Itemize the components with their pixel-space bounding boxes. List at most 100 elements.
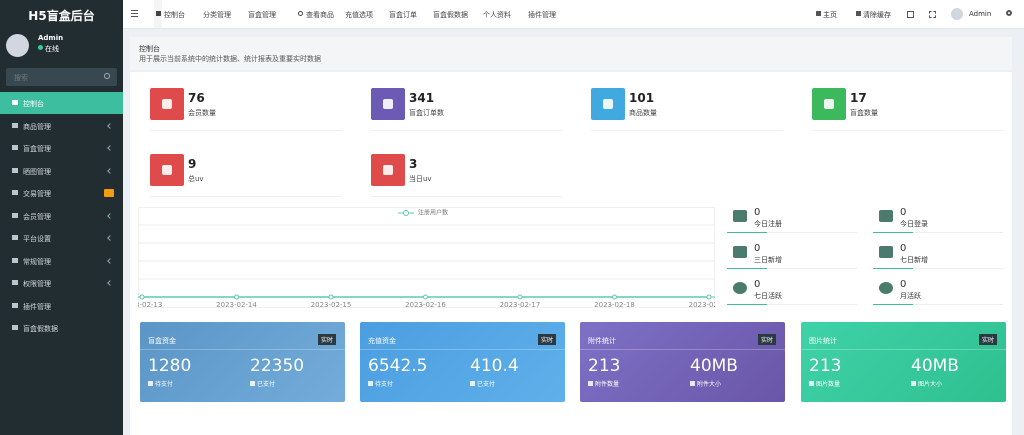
tab-label: 盲盒假数据 xyxy=(433,11,468,19)
card-title: 充值资金 xyxy=(368,337,396,345)
nav-tab[interactable]: 盲盒订单 xyxy=(385,0,417,28)
mini-value: 0 xyxy=(754,207,761,218)
menu-icon xyxy=(12,212,18,218)
nav-tab[interactable]: 个人资料 xyxy=(479,0,511,28)
mini-icon xyxy=(733,210,747,222)
menu-item[interactable]: 常规管理 xyxy=(0,250,123,272)
stat-value: 9 xyxy=(188,157,197,171)
home-link[interactable]: 主页 xyxy=(823,11,837,19)
menu-item[interactable]: 交易管理 xyxy=(0,182,123,204)
menu-item[interactable]: 盲盒假数据 xyxy=(0,317,123,339)
search-box[interactable]: 搜索 xyxy=(6,68,117,86)
mini-value: 0 xyxy=(754,243,761,254)
user-avatar[interactable] xyxy=(951,8,963,20)
nav-tab[interactable]: 盲盒假数据 xyxy=(429,0,468,28)
stat-label: 当日uv xyxy=(409,175,432,183)
tab-label: 个人资料 xyxy=(483,11,511,19)
stat-value: 76 xyxy=(188,91,205,105)
search-icon[interactable] xyxy=(104,73,110,79)
line-chart: 注册用户数 2023-02-13 2023-02-14 2023-02-15 2023-… xyxy=(138,207,715,309)
menu-item[interactable]: 控制台 xyxy=(0,92,123,114)
menu-icon xyxy=(12,325,18,330)
card-divider xyxy=(801,349,1006,350)
card-item-icon xyxy=(588,381,593,386)
menu-label: 盲盒管理 xyxy=(23,145,51,153)
translate-icon[interactable] xyxy=(907,11,914,18)
data-point xyxy=(706,294,712,300)
nav-tab[interactable]: 充值选项 xyxy=(341,0,373,28)
fullscreen-icon[interactable] xyxy=(929,11,936,18)
stat-icon-glyph xyxy=(383,165,393,175)
menu-item[interactable]: 商品管理 xyxy=(0,115,123,137)
menu-label: 商品管理 xyxy=(23,122,51,131)
card-item-label: 已支付 xyxy=(257,381,276,388)
card-item-label: 附件大小 xyxy=(697,381,722,388)
data-point xyxy=(612,294,617,300)
menu-item[interactable]: 盲盒管理 xyxy=(0,137,123,159)
header-description: 用于展示当前系统中的统计数据、统计报表及重要实时数据 xyxy=(139,55,321,63)
mini-accent xyxy=(727,232,767,233)
menu-item[interactable]: 平台设置 xyxy=(0,227,123,249)
card-item-label: 已支付 xyxy=(477,381,496,388)
stat-value: 341 xyxy=(409,91,435,105)
mini-accent xyxy=(873,304,913,305)
user-menu[interactable]: Admin xyxy=(969,10,992,18)
stat-value: 17 xyxy=(850,91,867,105)
mini-icon xyxy=(733,246,747,258)
nav-tab[interactable]: 盲盒管理 xyxy=(244,0,276,28)
menu-icon xyxy=(12,235,18,240)
menu-chevron xyxy=(107,235,113,241)
x-tick-label: 2023-02-15 xyxy=(311,301,352,309)
mini-label: 今日注册 xyxy=(754,220,782,228)
header-title: 控制台 xyxy=(139,45,160,53)
card-value: 1280 xyxy=(148,356,192,376)
menu-icon xyxy=(12,257,18,263)
x-tick-label: 2023-02-16 xyxy=(405,301,446,309)
user-name: Admin xyxy=(38,34,64,42)
mini-underline xyxy=(873,304,1003,305)
menu-badge xyxy=(104,189,114,197)
settings-icon[interactable] xyxy=(1006,10,1012,16)
menu-icon xyxy=(12,145,18,150)
stat-divider xyxy=(371,196,563,197)
status-dot xyxy=(38,45,43,50)
stat-label: 会员数量 xyxy=(188,109,216,117)
menu-item[interactable]: 权限管理 xyxy=(0,272,123,294)
mini-underline xyxy=(873,232,1003,233)
mini-label: 七日新增 xyxy=(900,256,928,264)
menu-item[interactable]: 会员管理 xyxy=(0,205,123,227)
menu-item[interactable]: 插件管理 xyxy=(0,295,123,317)
nav-tab[interactable]: 控制台 xyxy=(154,0,185,28)
stat-icon-glyph xyxy=(603,99,613,109)
menu-toggle[interactable] xyxy=(131,10,138,11)
menu-chevron xyxy=(107,167,113,174)
menu-icon xyxy=(12,167,18,173)
cache-icon xyxy=(856,11,861,16)
menu-item[interactable]: 晒图管理 xyxy=(0,160,123,182)
brand[interactable]: H5盲盒后台 xyxy=(28,9,95,23)
stat-icon-glyph xyxy=(162,99,172,109)
mini-underline xyxy=(727,232,857,233)
card-value: 40MB xyxy=(911,356,959,376)
stat-label: 商品数量 xyxy=(629,109,657,117)
nav-tab[interactable]: 分类管理 xyxy=(199,0,231,28)
x-tick-label: 2023-02-18 xyxy=(594,301,635,309)
nav-tab[interactable]: 插件管理 xyxy=(524,0,556,28)
clear-cache[interactable]: 清除缓存 xyxy=(863,11,891,19)
card-item-label: 图片数量 xyxy=(816,381,841,388)
card-item-label: 图片大小 xyxy=(918,381,943,388)
stat-divider xyxy=(150,130,342,131)
card-divider xyxy=(580,349,785,350)
menu-icon xyxy=(12,122,18,128)
card-title: 盲盒资金 xyxy=(148,337,176,345)
menu-label: 交易管理 xyxy=(23,190,51,198)
nav-tab[interactable]: 查看商品 xyxy=(296,0,334,28)
stat-icon-glyph xyxy=(383,99,393,109)
mini-underline xyxy=(873,268,1003,269)
x-tick-label: 2023-02-17 xyxy=(500,301,541,309)
user-status: 在线 xyxy=(45,45,59,53)
card-badge: 实时 xyxy=(758,334,777,345)
mini-underline xyxy=(727,304,857,305)
data-point xyxy=(139,294,145,300)
legend-label: 注册用户数 xyxy=(418,209,448,217)
